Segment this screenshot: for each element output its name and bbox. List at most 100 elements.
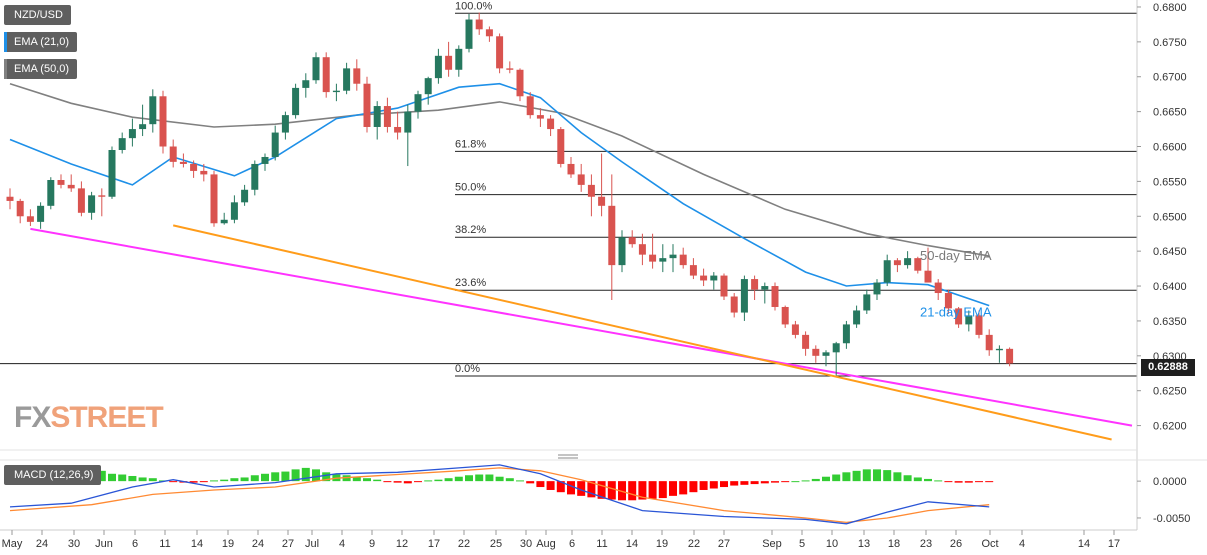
- legend-macd[interactable]: MACD (12,26,9): [4, 465, 102, 485]
- macd-histogram-bar: [444, 478, 453, 482]
- trendline-orange: [172, 224, 1112, 441]
- candle-bearish: [934, 279, 942, 300]
- macd-histogram-bar: [393, 481, 402, 483]
- x-tick-label: 6: [132, 538, 138, 550]
- x-tick-label: 14: [626, 538, 638, 550]
- candle-bearish: [6, 188, 14, 210]
- fib-level-label: 50.0%: [455, 182, 486, 194]
- macd-histogram-bar: [873, 469, 881, 482]
- candle-body: [149, 96, 157, 125]
- legend-ema50[interactable]: EMA (50,0): [4, 59, 78, 79]
- x-tick-label: 5: [799, 538, 805, 550]
- candle-bearish: [781, 305, 789, 328]
- macd-line: [9, 464, 990, 525]
- candle-body: [475, 19, 483, 30]
- candle-bullish: [761, 282, 769, 304]
- candle-bearish: [689, 258, 697, 280]
- candle-bearish: [190, 160, 198, 178]
- candle-body: [169, 146, 177, 162]
- macd-histogram-bar: [587, 481, 596, 498]
- candle-bearish: [394, 111, 402, 140]
- legend-macd-label: MACD (12,26,9): [14, 469, 94, 481]
- x-tick-label: 30: [520, 538, 532, 550]
- candle-body: [139, 124, 147, 130]
- candle-body: [873, 282, 881, 295]
- logo-street: STREET: [50, 401, 163, 434]
- candle-bullish: [128, 118, 136, 147]
- candle-body: [679, 254, 687, 266]
- candle-bullish: [271, 125, 279, 161]
- candle-bullish: [47, 177, 55, 210]
- macd-histogram-bar: [148, 478, 157, 482]
- macd-histogram-bar: [730, 481, 739, 486]
- legend-ema21[interactable]: EMA (21,0): [4, 32, 78, 52]
- candle-bearish: [179, 153, 187, 168]
- macd-histogram-bar: [271, 472, 280, 482]
- candle-bullish: [883, 254, 891, 287]
- macd-histogram-bar: [964, 481, 973, 483]
- ema50-annotation: 50-day EMA: [920, 248, 992, 263]
- ema50-line: [9, 82, 990, 257]
- macd-histogram-bar: [189, 481, 198, 483]
- candle-body: [77, 188, 85, 213]
- candle-body: [128, 129, 136, 139]
- macd-histogram-bar: [118, 474, 127, 482]
- x-tick-label: 24: [252, 538, 264, 550]
- candle-body: [332, 90, 340, 93]
- candle-body: [37, 205, 45, 222]
- macd-histogram-bar: [556, 481, 565, 493]
- macd-histogram-bar: [934, 480, 943, 482]
- candle-bearish: [322, 52, 330, 98]
- candle-body: [669, 254, 677, 259]
- candle-bearish: [200, 163, 208, 182]
- candle-bullish: [220, 212, 228, 225]
- candle-body: [281, 115, 289, 133]
- macd-histogram-bar: [281, 471, 290, 482]
- candle-body: [812, 348, 820, 356]
- macd-histogram-bar: [434, 479, 443, 482]
- macd-histogram-bar: [577, 481, 586, 496]
- candle-bearish: [924, 247, 932, 283]
- macd-histogram-bar: [822, 476, 830, 482]
- macd-histogram-bar: [301, 467, 310, 482]
- candle-body: [771, 286, 779, 307]
- macd-histogram-bar: [862, 469, 871, 482]
- annotations: 50-day EMA 21-day EMA: [920, 248, 992, 320]
- candle-body: [740, 279, 748, 313]
- x-tick-label: 9: [369, 538, 375, 550]
- candle-bullish: [281, 111, 289, 140]
- candle-body: [179, 161, 187, 164]
- candle-body: [230, 202, 238, 220]
- candle-bearish: [720, 273, 728, 300]
- x-tick-label: 19: [222, 538, 234, 550]
- candle-body: [88, 195, 96, 213]
- candle-bearish: [383, 97, 391, 133]
- candle-body: [47, 180, 55, 206]
- macd-histogram-bar: [414, 481, 422, 483]
- macd-histogram-bar: [720, 481, 728, 488]
- candle-bullish: [241, 184, 249, 206]
- candle-body: [883, 260, 891, 283]
- x-tick-label: 27: [718, 538, 730, 550]
- candle-body: [485, 29, 493, 37]
- current-price-tag: 0.62888: [1141, 359, 1195, 376]
- candle-body: [526, 96, 534, 116]
- candle-bearish: [577, 163, 585, 192]
- legend-symbol[interactable]: NZD/USD: [4, 5, 71, 25]
- candle-body: [394, 126, 402, 133]
- candle-body: [608, 205, 616, 266]
- macd-histogram-bar: [454, 476, 463, 482]
- x-tick-label: 14: [191, 538, 203, 550]
- y-tick-label: 0.6600: [1153, 142, 1187, 154]
- y-tick-label: 0.6200: [1153, 421, 1187, 433]
- candle-body: [210, 174, 218, 224]
- candle-bearish: [485, 26, 493, 42]
- candle-bullish: [373, 101, 381, 140]
- candle-bearish: [628, 230, 636, 248]
- candle-body: [975, 315, 983, 335]
- macd-histogram-bar: [740, 481, 749, 485]
- candle-body: [567, 163, 575, 175]
- macd-histogram-bar: [536, 481, 545, 488]
- candle-bullish: [740, 275, 748, 321]
